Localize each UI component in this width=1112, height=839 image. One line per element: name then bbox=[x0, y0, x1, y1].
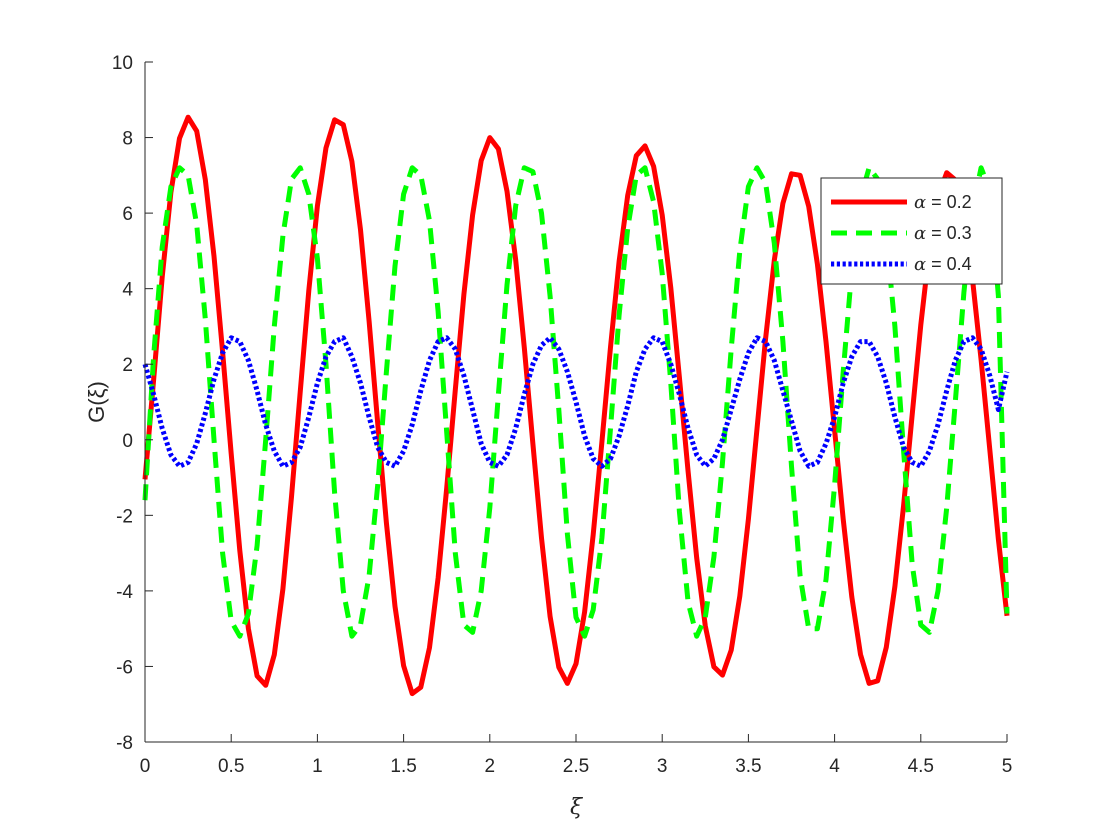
legend-label-3: α = 0.4 bbox=[914, 254, 972, 275]
y-ticks: -8 -6 -4 -2 0 2 4 6 8 10 bbox=[112, 53, 153, 754]
legend-label-1: α = 0.2 bbox=[914, 192, 972, 213]
y-tick-label: 4 bbox=[122, 280, 133, 301]
y-tick-label: -8 bbox=[116, 733, 133, 754]
legend-value: = 0.3 bbox=[926, 223, 972, 243]
x-ticks: 0 0.5 1 1.5 2 2.5 3 3.5 4 4.5 5 bbox=[140, 734, 1013, 777]
y-tick-label: -4 bbox=[116, 582, 133, 603]
x-tick-label: 1.5 bbox=[390, 756, 416, 777]
y-tick-label: 2 bbox=[122, 355, 133, 376]
x-tick-label: 4 bbox=[829, 756, 840, 777]
x-tick-label: 0 bbox=[140, 756, 151, 777]
legend-value: = 0.4 bbox=[926, 254, 972, 274]
y-tick-label: 8 bbox=[122, 129, 133, 150]
y-tick-label: -2 bbox=[116, 506, 133, 527]
y-tick-label: 6 bbox=[122, 204, 133, 225]
y-tick-label: 0 bbox=[122, 431, 133, 452]
series-layer bbox=[142, 114, 1010, 697]
legend-box bbox=[820, 177, 1003, 285]
x-tick-label: 5 bbox=[1002, 756, 1013, 777]
x-tick-label: 2 bbox=[485, 756, 496, 777]
legend-label-2: α = 0.3 bbox=[914, 223, 972, 244]
plot-area bbox=[145, 62, 1007, 742]
x-axis-label: ξ bbox=[570, 795, 584, 820]
series-line-2 bbox=[142, 165, 1010, 639]
x-tick-label: 4.5 bbox=[908, 756, 934, 777]
x-tick-label: 3 bbox=[657, 756, 668, 777]
legend-symbol: α bbox=[914, 223, 926, 244]
y-tick-label: -6 bbox=[116, 657, 133, 678]
y-axis-label: G(ξ) bbox=[84, 381, 109, 423]
x-tick-label: 2.5 bbox=[563, 756, 589, 777]
y-tick-label: 10 bbox=[112, 53, 133, 74]
x-tick-label: 1 bbox=[312, 756, 323, 777]
legend-symbol: α bbox=[914, 254, 926, 275]
legend-symbol: α bbox=[914, 192, 926, 213]
legend-value: = 0.2 bbox=[926, 192, 972, 212]
x-tick-label: 0.5 bbox=[218, 756, 244, 777]
legend: α = 0.2α = 0.3α = 0.4 bbox=[820, 177, 1003, 285]
x-tick-label: 3.5 bbox=[735, 756, 761, 777]
series-line-1 bbox=[142, 114, 1010, 697]
